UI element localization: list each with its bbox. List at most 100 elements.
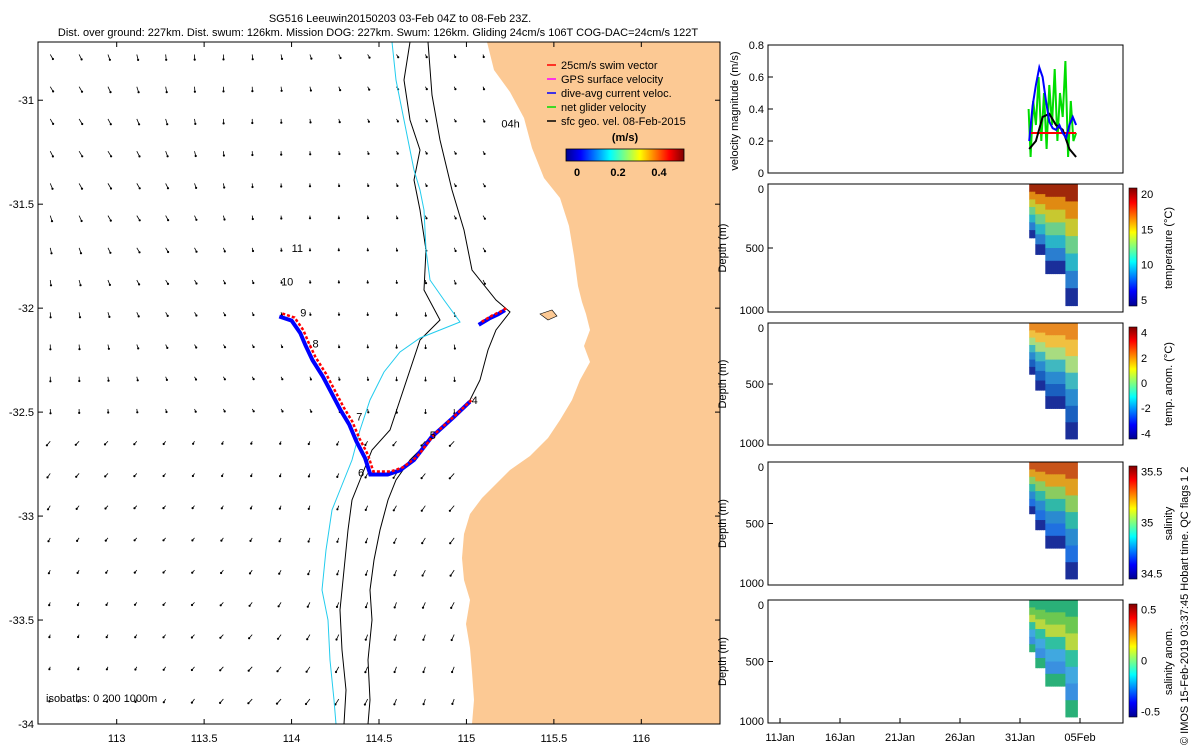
current-arrowhead-221 — [133, 507, 136, 510]
section-cell-2-11-5 — [1051, 523, 1054, 537]
section-cell-2-2-1 — [1033, 469, 1036, 478]
current-arrowhead-256 — [278, 572, 281, 575]
current-arrowhead-181 — [281, 410, 284, 413]
current-arrowhead-290 — [393, 638, 396, 641]
section-cell-3-5-6 — [1039, 658, 1042, 669]
section-cell-3-17-0 — [1063, 600, 1066, 613]
section-ytick-label-2-2: 1000 — [740, 578, 764, 590]
section-cell-2-16-5 — [1061, 523, 1064, 537]
current-arrowhead-319 — [363, 703, 366, 706]
current-arrowhead-217 — [448, 477, 451, 480]
section-cell-1-5-6 — [1039, 380, 1042, 391]
current-arrowhead-240 — [249, 539, 252, 543]
section-cell-3-22-4 — [1073, 666, 1076, 684]
section-cell-2-15-2 — [1059, 486, 1062, 500]
section-cell-2-15-5 — [1059, 523, 1062, 537]
velocity-series-3 — [1028, 63, 1078, 142]
current-arrowhead-194 — [221, 442, 224, 445]
section-cell-3-14-6 — [1057, 673, 1060, 687]
section-cell-2-19-1 — [1067, 478, 1070, 496]
current-arrowhead-10 — [339, 56, 342, 60]
current-arrowhead-171 — [424, 379, 427, 382]
section-cell-2-1-3 — [1031, 484, 1034, 492]
current-arrowhead-212 — [307, 475, 310, 478]
current-arrowhead-322 — [451, 702, 454, 706]
current-arrowhead-191 — [133, 443, 136, 446]
section-cell-3-6-3 — [1041, 629, 1044, 640]
current-arrowhead-220 — [104, 507, 107, 510]
section-cell-3-15-6 — [1059, 673, 1062, 687]
section-cell-0-17-6 — [1063, 260, 1066, 275]
section-cell-2-13-1 — [1055, 474, 1058, 488]
section-cell-3-10-4 — [1049, 649, 1052, 662]
current-arrowhead-40 — [280, 121, 283, 124]
section-cell-1-11-2 — [1051, 347, 1054, 361]
current-arrowhead-294 — [77, 668, 80, 671]
map-ytick-label-2: -32 — [18, 303, 34, 315]
section-cell-1-5-4 — [1039, 361, 1042, 372]
section-cell-1-23-6 — [1075, 422, 1078, 440]
section-cell-0-0-2 — [1029, 199, 1032, 208]
section-cell-0-0-1 — [1029, 191, 1032, 200]
section-cell-3-1-2 — [1031, 614, 1034, 623]
section-cell-0-18-3 — [1065, 236, 1068, 254]
current-arrowhead-176 — [136, 411, 139, 414]
current-arrowhead-267 — [162, 603, 165, 607]
section-cell-1-22-3 — [1073, 372, 1076, 390]
current-arrowhead-48 — [51, 155, 55, 158]
section-cell-1-19-0 — [1067, 323, 1070, 341]
section-cell-3-20-2 — [1069, 633, 1072, 651]
section-cell-2-16-3 — [1061, 498, 1064, 512]
current-arrowhead-150 — [252, 345, 255, 349]
section-cell-1-16-0 — [1061, 323, 1064, 336]
section-cbar-tick-1-1: 2 — [1141, 353, 1147, 365]
current-arrowhead-285 — [248, 637, 251, 640]
section-cell-3-21-5 — [1071, 683, 1074, 701]
section-cell-0-15-5 — [1059, 248, 1062, 262]
section-cell-2-14-1 — [1057, 474, 1060, 488]
section-cell-3-15-5 — [1059, 661, 1062, 675]
section-cell-3-8-6 — [1045, 673, 1048, 687]
section-cell-2-20-0 — [1069, 462, 1072, 480]
current-arrowhead-259 — [364, 573, 368, 576]
current-arrowhead-4 — [165, 58, 168, 61]
current-arrowhead-91 — [366, 217, 370, 220]
current-arrowhead-230 — [392, 509, 395, 512]
section-cell-0-0-6 — [1029, 230, 1032, 239]
section-cell-3-15-3 — [1059, 636, 1062, 650]
section-cell-3-18-0 — [1065, 600, 1068, 618]
section-cell-1-20-1 — [1069, 339, 1072, 357]
current-arrowhead-65 — [80, 187, 84, 190]
section-cell-0-5-3 — [1039, 214, 1042, 225]
section-cell-1-12-0 — [1053, 323, 1056, 336]
section-cell-0-9-1 — [1047, 196, 1050, 211]
section-cell-0-16-1 — [1061, 196, 1064, 211]
section-cell-1-11-0 — [1051, 323, 1054, 336]
section-cell-0-1-0 — [1031, 184, 1034, 193]
section-cbar-label-1: temp. anom. (°C) — [1163, 342, 1175, 426]
current-arrowhead-107 — [366, 249, 369, 252]
current-arrowhead-295 — [105, 668, 108, 671]
current-arrowhead-178 — [194, 410, 197, 413]
section-cell-1-17-1 — [1063, 335, 1066, 348]
section-cell-1-2-4 — [1033, 352, 1036, 361]
section-cell-2-19-5 — [1067, 545, 1070, 563]
section-cell-2-23-6 — [1075, 562, 1078, 580]
section-cell-2-9-1 — [1047, 474, 1050, 488]
current-arrowhead-253 — [191, 571, 194, 574]
section-cell-3-15-1 — [1059, 612, 1062, 626]
current-arrowhead-251 — [133, 571, 136, 574]
section-cbar-tick-2-1: 35 — [1141, 518, 1153, 530]
section-cell-3-20-3 — [1069, 650, 1072, 668]
section-cell-3-3-4 — [1035, 638, 1038, 649]
section-ytick-label-0-0: 0 — [758, 184, 764, 196]
section-cell-3-11-0 — [1051, 600, 1054, 613]
section-cell-3-12-6 — [1053, 673, 1056, 687]
section-cell-2-2-0 — [1033, 462, 1036, 470]
section-cell-0-15-3 — [1059, 222, 1062, 236]
section-cell-1-6-4 — [1041, 361, 1044, 372]
section-cell-0-10-6 — [1049, 260, 1052, 275]
current-arrowhead-268 — [190, 603, 194, 607]
current-arrowhead-272 — [306, 605, 309, 608]
current-arrowhead-49 — [81, 155, 84, 158]
